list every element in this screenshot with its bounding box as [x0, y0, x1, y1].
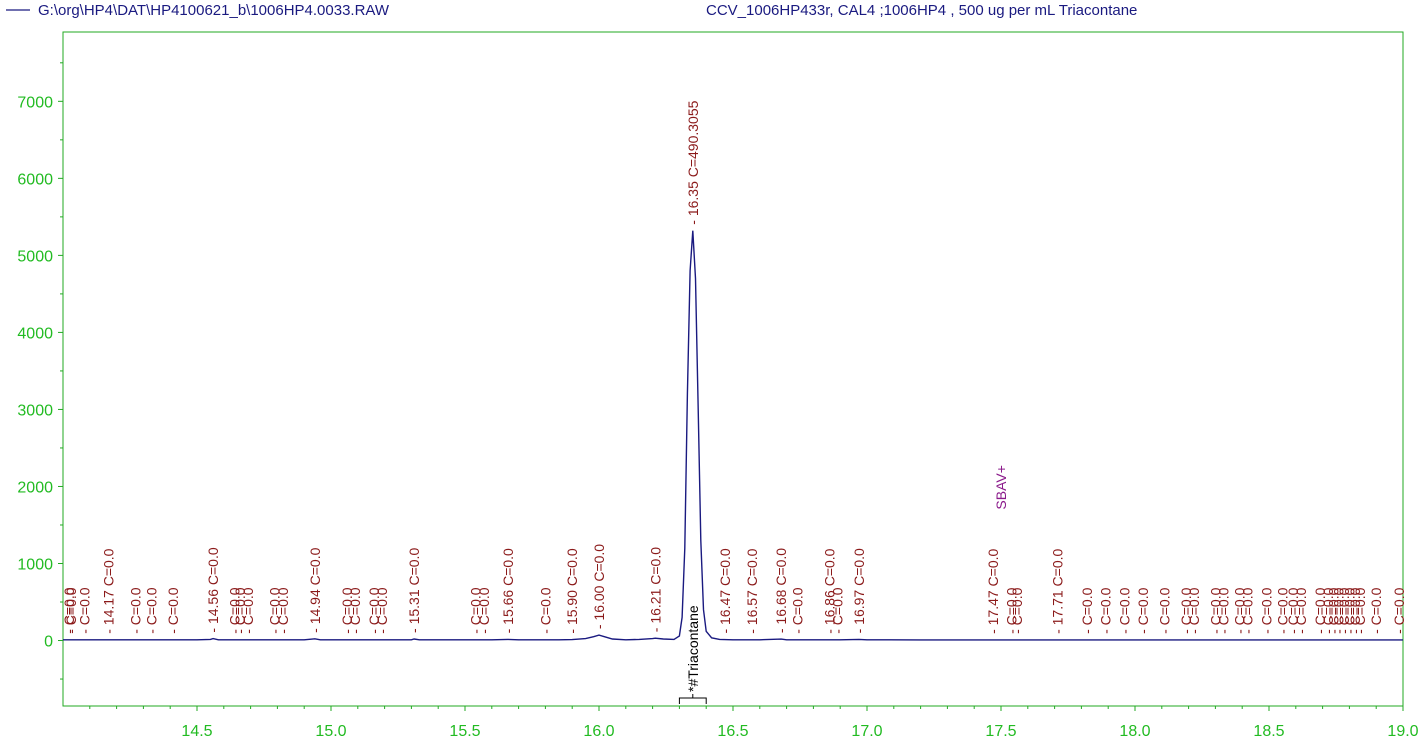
peak-label: - 14.56 C=0.0 [205, 547, 221, 632]
peak-label: - C=0.0 [468, 587, 484, 634]
peak-label: - 17.71 C=0.0 [1049, 548, 1065, 633]
annotation-layer: SBAV+ *#Triacontane [678, 465, 1009, 704]
peak-label: - C=0.0 [366, 587, 382, 634]
x-tick-label: 17.0 [851, 723, 882, 740]
peak-label: - C=0.0 [1116, 587, 1132, 634]
peak-label: - C=0.0 [1004, 587, 1020, 634]
integration-window-bracket [678, 697, 707, 704]
peak-label: - 16.57 C=0.0 [744, 548, 760, 633]
peak-label: - C=0.0 [1186, 587, 1202, 634]
peak-label: - 16.35 C=490.3055 [685, 100, 701, 224]
peak-label: - C=0.0 [240, 587, 256, 634]
peak-label: - C=0.0 [1215, 587, 1231, 634]
y-tick-label: 4000 [17, 325, 53, 342]
peak-label: - C=0.0 [1336, 587, 1352, 634]
peak-label: - 15.66 C=0.0 [500, 548, 516, 633]
peak-label: - 16.68 C=0.0 [773, 548, 789, 633]
x-tick-label: 15.5 [449, 723, 480, 740]
plot-frame [62, 31, 1404, 707]
peak-label: - C=0.0 [1079, 587, 1095, 634]
y-tick-label: 5000 [17, 248, 53, 265]
peak-label: - C=0.0 [61, 587, 77, 634]
peak-label: - C=0.0 [1285, 587, 1301, 634]
peak-label: - 14.17 C=0.0 [101, 548, 117, 633]
sample-info-label: CCV_1006HP433r, CAL4 ;1006HP4 , 500 ug p… [706, 2, 1137, 19]
x-tick-label: 14.5 [181, 723, 212, 740]
x-tick-label: 18.0 [1119, 723, 1150, 740]
peak-label: - C=0.0 [1293, 587, 1309, 634]
peak-label: - 16.00 C=0.0 [591, 544, 607, 629]
peak-label: - C=0.0 [275, 587, 291, 634]
peak-label: - C=0.0 [830, 587, 846, 634]
peak-label: - C=0.0 [63, 587, 79, 634]
y-tick-label: 6000 [17, 171, 53, 188]
peak-label: - C=0.0 [1391, 587, 1407, 634]
y-tick-label: 7000 [17, 94, 53, 111]
peak-label: - C=0.0 [1207, 587, 1223, 634]
x-tick-label: 17.5 [985, 723, 1016, 740]
peak-label: - C=0.0 [1240, 587, 1256, 634]
peak-label: - C=0.0 [347, 587, 363, 634]
peak-label: - 16.47 C=0.0 [717, 548, 733, 633]
y-axis: 0 1000 2000 3000 4000 5000 6000 7000 [17, 62, 63, 680]
peak-label: - C=0.0 [1098, 587, 1114, 634]
peak-label: - C=0.0 [1312, 587, 1328, 634]
file-path-label: G:\org\HP4\DAT\HP4100621_b\1006HP4.0033.… [38, 2, 390, 19]
trace-layer [63, 230, 1403, 641]
peak-label: - C=0.0 [1274, 587, 1290, 634]
peak-label: - C=0.0 [1156, 587, 1172, 634]
peak-label: - C=0.0 [476, 587, 492, 634]
peak-label: - 16.86 C=0.0 [821, 548, 837, 633]
peak-label: - C=0.0 [232, 587, 248, 634]
peak-label: - C=0.0 [143, 587, 159, 634]
y-tick-label: 3000 [17, 402, 53, 419]
peak-label: - C=0.0 [374, 587, 390, 634]
peak-label: - C=0.0 [227, 587, 243, 634]
peak-label: - C=0.0 [267, 587, 283, 634]
peak-label: - 15.31 C=0.0 [406, 548, 422, 633]
peak-label: - C=0.0 [1258, 587, 1274, 634]
peak-label: - 14.94 C=0.0 [307, 547, 323, 632]
peak-label: - 17.47 C=0.0 [985, 548, 1001, 633]
x-tick-label: 15.0 [315, 723, 346, 740]
x-tick-label: 16.5 [717, 723, 748, 740]
chromatogram-trace [63, 230, 1403, 641]
peak-label-layer: - C=0.0- C=0.0- C=0.0- 14.17 C=0.0- C=0.… [61, 100, 1407, 634]
peak-label: - C=0.0 [76, 587, 92, 634]
peak-label: - C=0.0 [1341, 587, 1357, 634]
peak-label: - C=0.0 [339, 587, 355, 634]
x-tick-label: 18.5 [1253, 723, 1284, 740]
compound-label: *#Triacontane [685, 605, 701, 692]
peak-label: - 16.21 C=0.0 [647, 547, 663, 632]
peak-label: - C=0.0 [789, 587, 805, 634]
peak-label: - C=0.0 [1135, 587, 1151, 634]
peak-label: - 16.97 C=0.0 [851, 548, 867, 633]
peak-label: - C=0.0 [1325, 587, 1341, 634]
peak-label: - C=0.0 [1232, 587, 1248, 634]
y-tick-label: 1000 [17, 556, 53, 573]
peak-label: - C=0.0 [165, 587, 181, 634]
peak-label: - C=0.0 [1009, 587, 1025, 634]
peak-label: - C=0.0 [1368, 587, 1384, 634]
peak-label: - C=0.0 [1352, 587, 1368, 634]
x-tick-label: 16.0 [583, 723, 614, 740]
event-label: SBAV+ [993, 465, 1009, 510]
peak-label: - C=0.0 [1331, 587, 1347, 634]
peak-label: - 15.90 C=0.0 [564, 548, 580, 633]
peak-label: - C=0.0 [1320, 587, 1336, 634]
peak-label: - C=0.0 [537, 587, 553, 634]
peak-label: - C=0.0 [127, 587, 143, 634]
peak-label: - C=0.0 [1178, 587, 1194, 634]
y-tick-label: 0 [44, 634, 53, 651]
y-tick-label: 2000 [17, 479, 53, 496]
x-tick-label: 19.0 [1387, 723, 1418, 740]
peak-label: - C=0.0 [1347, 587, 1363, 634]
x-axis: 14.5 15.0 15.5 16.0 16.5 17.0 17.5 18.0 18.5 19.0 [89, 706, 1419, 740]
